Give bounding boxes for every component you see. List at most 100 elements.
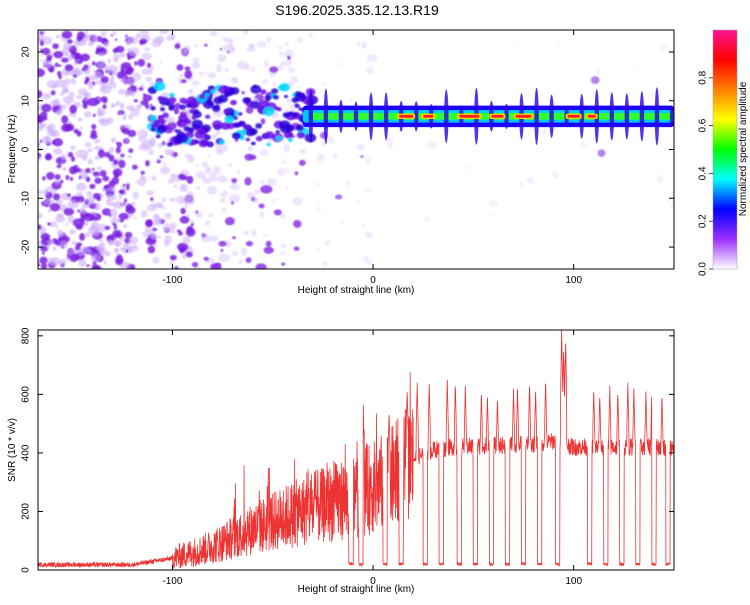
noise-blob (158, 203, 161, 206)
signal-cluster (237, 112, 243, 116)
noise-blob (113, 171, 120, 179)
noise-blob (53, 50, 64, 59)
noise-blob (100, 81, 107, 90)
noise-blob (63, 123, 75, 132)
noise-blob (128, 36, 139, 45)
noise-blob (170, 153, 174, 157)
signal-cluster (264, 131, 275, 139)
signal-cluster (262, 106, 275, 117)
noise-blob (87, 148, 93, 153)
noise-blob (49, 221, 58, 228)
noise-blob (122, 127, 130, 135)
x-tick-label: 0 (370, 275, 376, 286)
noise-blob (72, 74, 77, 78)
noise-blob (70, 78, 77, 85)
signal-cluster (266, 142, 271, 147)
noise-blob (176, 64, 184, 71)
noise-blob (177, 173, 186, 180)
noise-blob (128, 114, 133, 120)
noise-blob (128, 236, 139, 245)
noise-blob (126, 187, 130, 191)
noise-blob (241, 91, 246, 95)
signal-cluster (178, 134, 189, 143)
noise-blob (178, 231, 183, 236)
noise-blob (44, 154, 53, 161)
noise-blob (88, 226, 100, 235)
signal-cluster (255, 135, 263, 142)
noise-blob (84, 212, 91, 217)
noise-blob (54, 79, 66, 88)
chart-title: S196.2025.335.12.13.R19 (275, 2, 439, 18)
noise-blob (38, 68, 45, 78)
band-spike (383, 92, 389, 141)
noise-blob (38, 122, 47, 128)
noise-blob (133, 243, 137, 249)
noise-blob (67, 214, 75, 224)
noise-blob (242, 30, 250, 35)
signal-cluster (168, 105, 175, 111)
noise-blob (206, 220, 211, 224)
noise-blob (147, 149, 155, 156)
noise-blob (284, 186, 289, 190)
noise-blob (195, 210, 199, 214)
noise-blob (123, 242, 130, 249)
spectrogram-frame (37, 29, 675, 270)
noise-blob (47, 222, 51, 226)
noise-blob (245, 106, 254, 114)
noise-blob (597, 149, 606, 158)
signal-cluster (204, 114, 211, 119)
noise-blob (259, 149, 269, 156)
noise-blob (100, 96, 108, 103)
noise-blob (40, 48, 43, 52)
noise-blob (217, 54, 227, 63)
band-spike (323, 88, 329, 145)
noise-blob (100, 30, 107, 37)
noise-blob (123, 198, 128, 203)
noise-blob (78, 258, 87, 267)
noise-blob (104, 185, 109, 189)
noise-blob (57, 232, 64, 238)
signal-cluster (287, 132, 294, 138)
noise-blob (124, 231, 133, 239)
noise-blob (49, 203, 61, 212)
snr-frame (37, 329, 675, 571)
noise-blob (557, 43, 561, 47)
noise-blob (54, 62, 59, 68)
noise-blob (78, 175, 82, 180)
noise-blob (250, 66, 256, 72)
noise-blob (186, 175, 194, 184)
noise-blob (125, 183, 130, 189)
noise-blob (76, 130, 82, 137)
noise-blob (89, 169, 94, 175)
noise-blob (173, 107, 180, 115)
noise-blob (153, 243, 158, 248)
noise-blob (116, 102, 120, 106)
band-peak-segment (567, 114, 580, 118)
noise-blob (96, 44, 102, 49)
noise-blob (118, 111, 122, 115)
noise-blob (62, 95, 75, 104)
noise-blob (127, 155, 132, 159)
colorbar-gradient (713, 30, 737, 269)
noise-blob (67, 151, 74, 158)
noise-blob (173, 185, 178, 188)
noise-blob (216, 148, 223, 156)
noise-blob (84, 142, 92, 148)
noise-blob (137, 177, 146, 187)
signal-cluster (179, 104, 186, 111)
noise-blob (196, 186, 201, 191)
noise-blob (210, 263, 219, 269)
noise-blob (65, 222, 69, 226)
snr-panel: -100 0 100 0 200 400 600 800 Height of straight… (7, 327, 675, 595)
noise-blob (113, 248, 120, 254)
band-spike (504, 103, 509, 129)
noise-blob (110, 216, 120, 224)
signal-cluster (294, 103, 300, 109)
noise-blob (85, 176, 91, 183)
noise-blob (106, 81, 117, 89)
noise-blob (70, 145, 76, 151)
noise-blob (146, 62, 152, 68)
noise-blob (57, 70, 62, 77)
noise-blob (244, 177, 252, 186)
noise-blob (365, 189, 371, 194)
